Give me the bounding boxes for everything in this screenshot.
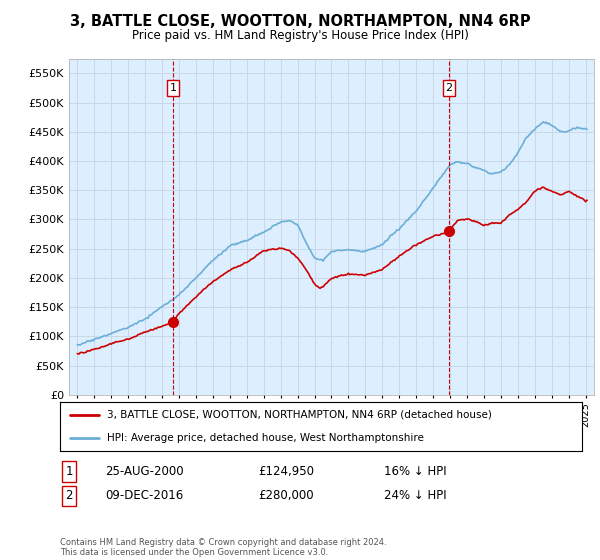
- Text: 1: 1: [170, 83, 176, 93]
- Text: 3, BATTLE CLOSE, WOOTTON, NORTHAMPTON, NN4 6RP (detached house): 3, BATTLE CLOSE, WOOTTON, NORTHAMPTON, N…: [107, 410, 492, 420]
- Text: 16% ↓ HPI: 16% ↓ HPI: [384, 465, 446, 478]
- Text: 3, BATTLE CLOSE, WOOTTON, NORTHAMPTON, NN4 6RP: 3, BATTLE CLOSE, WOOTTON, NORTHAMPTON, N…: [70, 14, 530, 29]
- Text: 1: 1: [65, 465, 73, 478]
- Text: 2: 2: [65, 489, 73, 502]
- Text: 2: 2: [445, 83, 452, 93]
- Text: 25-AUG-2000: 25-AUG-2000: [105, 465, 184, 478]
- Text: Price paid vs. HM Land Registry's House Price Index (HPI): Price paid vs. HM Land Registry's House …: [131, 29, 469, 42]
- Text: Contains HM Land Registry data © Crown copyright and database right 2024.
This d: Contains HM Land Registry data © Crown c…: [60, 538, 386, 557]
- Text: £124,950: £124,950: [258, 465, 314, 478]
- Text: 24% ↓ HPI: 24% ↓ HPI: [384, 489, 446, 502]
- Text: 09-DEC-2016: 09-DEC-2016: [105, 489, 183, 502]
- Text: £280,000: £280,000: [258, 489, 314, 502]
- Text: HPI: Average price, detached house, West Northamptonshire: HPI: Average price, detached house, West…: [107, 433, 424, 444]
